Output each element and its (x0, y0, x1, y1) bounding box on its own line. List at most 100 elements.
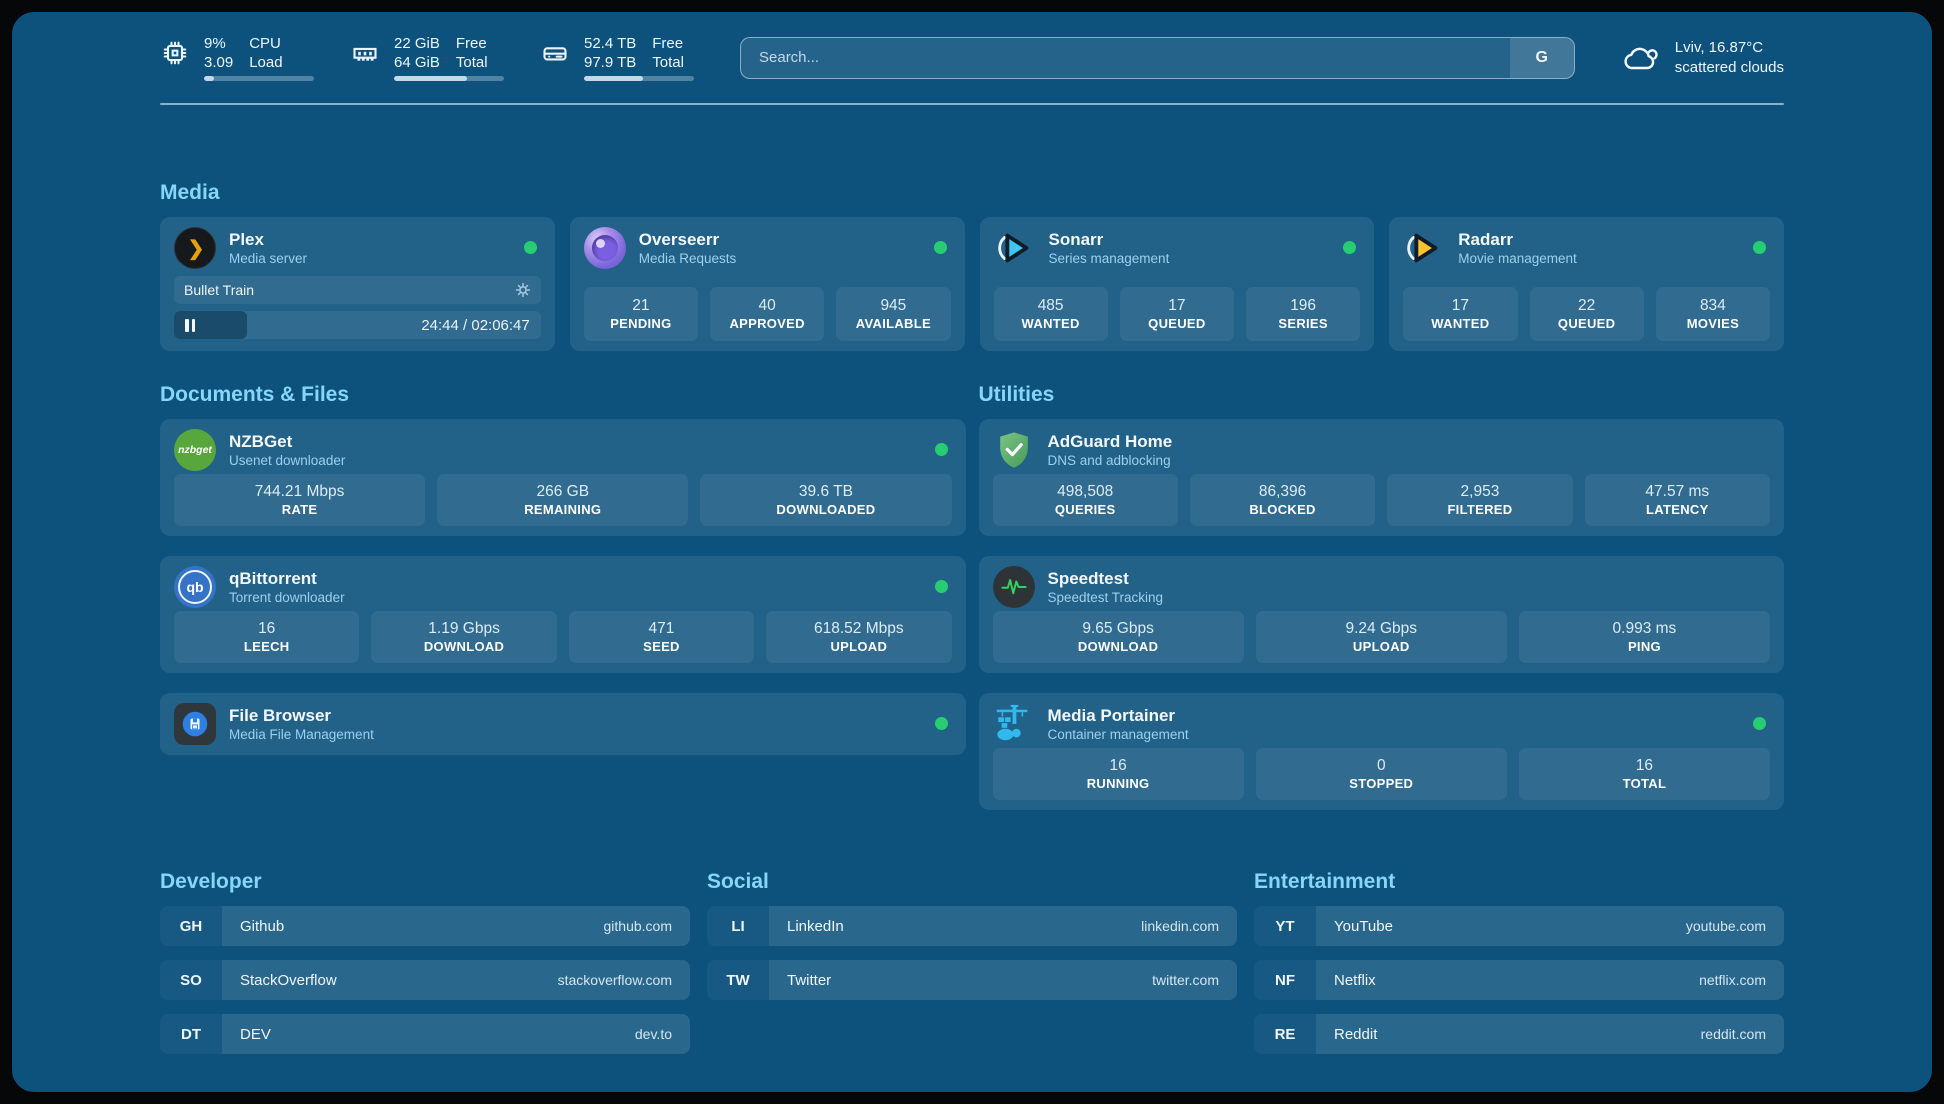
app-card-adguard[interactable]: AdGuard Home DNS and adblocking 498,508 … (978, 419, 1784, 536)
section-title-utilities: Utilities (978, 383, 1055, 406)
status-dot-online (523, 241, 537, 254)
cpu-stat: 9% 3.09 CPU Load (160, 34, 314, 81)
playback-time: 24:44 / 02:06:47 (421, 316, 530, 334)
bookmark-twitter[interactable]: TW Twitter twitter.com (707, 960, 1237, 1000)
app-title: Media Portainer (1047, 706, 1176, 725)
bookmark-domain: dev.to (634, 1026, 672, 1042)
bookmark-domain: github.com (603, 918, 672, 934)
bookmark-netflix[interactable]: NF Netflix netflix.com (1254, 960, 1784, 1000)
stat-download: 1.19 Gbps DOWNLOAD (371, 611, 557, 663)
app-subtitle: Speedtest Tracking (1047, 590, 1164, 605)
status-dot-online (1753, 717, 1766, 730)
search-input[interactable] (740, 36, 1575, 79)
plex-icon: ❯ (174, 227, 216, 269)
app-title: File Browser (229, 706, 332, 725)
speedtest-pulse-icon (992, 566, 1035, 608)
ram-icon (350, 38, 380, 68)
cloud-icon (1621, 42, 1661, 74)
status-dot-online (1753, 241, 1766, 254)
disk-icon (540, 38, 570, 68)
section-title-entertainment: Entertainment (1254, 870, 1396, 893)
stat-stopped: 0 STOPPED (1255, 748, 1507, 800)
app-subtitle: Usenet downloader (229, 453, 346, 468)
stat-queued: 22 QUEUED (1529, 287, 1644, 341)
cpu-chip-icon (160, 38, 190, 68)
bookmark-linkedin[interactable]: LI LinkedIn linkedin.com (707, 906, 1237, 946)
filebrowser-icon (174, 703, 216, 745)
stat-queries: 498,508 QUERIES (992, 474, 1178, 526)
app-card-overseerr[interactable]: Overseerr Media Requests 21 PENDING 40 A… (569, 217, 965, 351)
playback-progress-bar[interactable]: 24:44 / 02:06:47 (174, 311, 541, 339)
bookmark-abbr: YT (1254, 906, 1316, 946)
bookmark-dev[interactable]: DT DEV dev.to (160, 1014, 690, 1054)
now-playing-row: Bullet Train (174, 276, 541, 304)
stat-pending: 21 PENDING (583, 287, 698, 341)
sonarr-icon (994, 227, 1036, 269)
header: 9% 3.09 CPU Load (160, 34, 1784, 81)
disk-progress-bar (584, 76, 694, 81)
disk-total-label: Total (652, 54, 684, 71)
app-card-portainer[interactable]: Media Portainer Container management 16 … (978, 693, 1784, 810)
section-title-documents: Documents & Files (160, 383, 350, 406)
app-subtitle: Container management (1047, 727, 1189, 742)
radarr-icon (1403, 227, 1445, 269)
bookmark-name: Netflix (1334, 971, 1376, 989)
stat-remaining: 266 GB REMAINING (437, 474, 689, 526)
status-dot-online (934, 443, 948, 456)
app-card-speedtest[interactable]: Speedtest Speedtest Tracking 9.65 Gbps D… (978, 556, 1784, 673)
qbittorrent-icon: qb (174, 566, 216, 608)
stat-leech: 16 LEECH (174, 611, 360, 663)
weather-widget: Lviv, 16.87°C scattered clouds (1621, 38, 1784, 78)
app-title: Radarr (1458, 230, 1514, 249)
bookmark-stackoverflow[interactable]: SO StackOverflow stackoverflow.com (160, 960, 690, 1000)
stat-movies: 834 MOVIES (1655, 287, 1770, 341)
bookmark-abbr: DT (160, 1014, 222, 1054)
app-subtitle: Media Requests (638, 251, 737, 266)
bookmark-domain: youtube.com (1685, 918, 1766, 934)
app-card-filebrowser[interactable]: File Browser Media File Management (160, 693, 966, 755)
bookmark-github[interactable]: GH Github github.com (160, 906, 690, 946)
app-title: Sonarr (1048, 230, 1104, 249)
header-divider (160, 103, 1784, 105)
pause-button[interactable] (185, 318, 195, 332)
bookmark-reddit[interactable]: RE Reddit reddit.com (1254, 1014, 1784, 1054)
memory-progress-bar (394, 76, 504, 81)
stat-upload: 618.52 Mbps UPLOAD (766, 611, 952, 663)
app-card-sonarr[interactable]: Sonarr Series management 485 WANTED 17 Q… (979, 217, 1375, 351)
stat-available: 945 AVAILABLE (836, 287, 951, 341)
stat-approved: 40 APPROVED (710, 287, 825, 341)
bookmark-abbr: SO (160, 960, 222, 1000)
overseerr-icon (583, 227, 626, 269)
bookmark-youtube[interactable]: YT YouTube youtube.com (1254, 906, 1784, 946)
bookmark-domain: reddit.com (1700, 1026, 1766, 1042)
stat-blocked: 86,396 BLOCKED (1189, 474, 1376, 526)
app-card-nzbget[interactable]: nzbget NZBGet Usenet downloader 744.21 M… (160, 419, 966, 536)
section-title-developer: Developer (160, 870, 262, 893)
stat-filtered: 2,953 FILTERED (1387, 474, 1573, 526)
status-dot-online (933, 241, 947, 254)
stat-downloaded: 39.6 TB DOWNLOADED (700, 474, 952, 526)
bookmark-name: StackOverflow (240, 971, 337, 989)
weather-location-temp: Lviv, 16.87°C (1674, 38, 1764, 56)
app-title: Speedtest (1047, 569, 1129, 588)
app-subtitle: Movie management (1458, 251, 1577, 266)
app-card-radarr[interactable]: Radarr Movie management 17 WANTED 22 QUE… (1389, 217, 1784, 351)
cpu-load-value: 3.09 (204, 54, 234, 71)
bookmark-domain: twitter.com (1152, 972, 1219, 988)
media-settings-gear-icon[interactable] (515, 282, 531, 298)
stat-series: 196 SERIES (1246, 287, 1361, 341)
weather-condition: scattered clouds (1674, 58, 1784, 76)
app-card-qbittorrent[interactable]: qb qBittorrent Torrent downloader 16 (160, 556, 966, 673)
disk-total-value: 97.9 TB (584, 54, 637, 71)
bookmark-domain: linkedin.com (1141, 918, 1219, 934)
status-dot-online (934, 717, 948, 730)
bookmark-abbr: RE (1254, 1014, 1316, 1054)
app-title: AdGuard Home (1047, 432, 1173, 451)
stat-running: 16 RUNNING (992, 748, 1244, 800)
bookmark-abbr: NF (1254, 960, 1316, 1000)
bookmark-name: YouTube (1334, 917, 1393, 935)
cpu-usage-value: 9% (204, 35, 226, 52)
search-engine-button[interactable]: G (1509, 37, 1574, 78)
memory-free-label: Free (455, 35, 487, 52)
app-card-plex[interactable]: ❯ Plex Media server Bullet Train (160, 217, 555, 351)
